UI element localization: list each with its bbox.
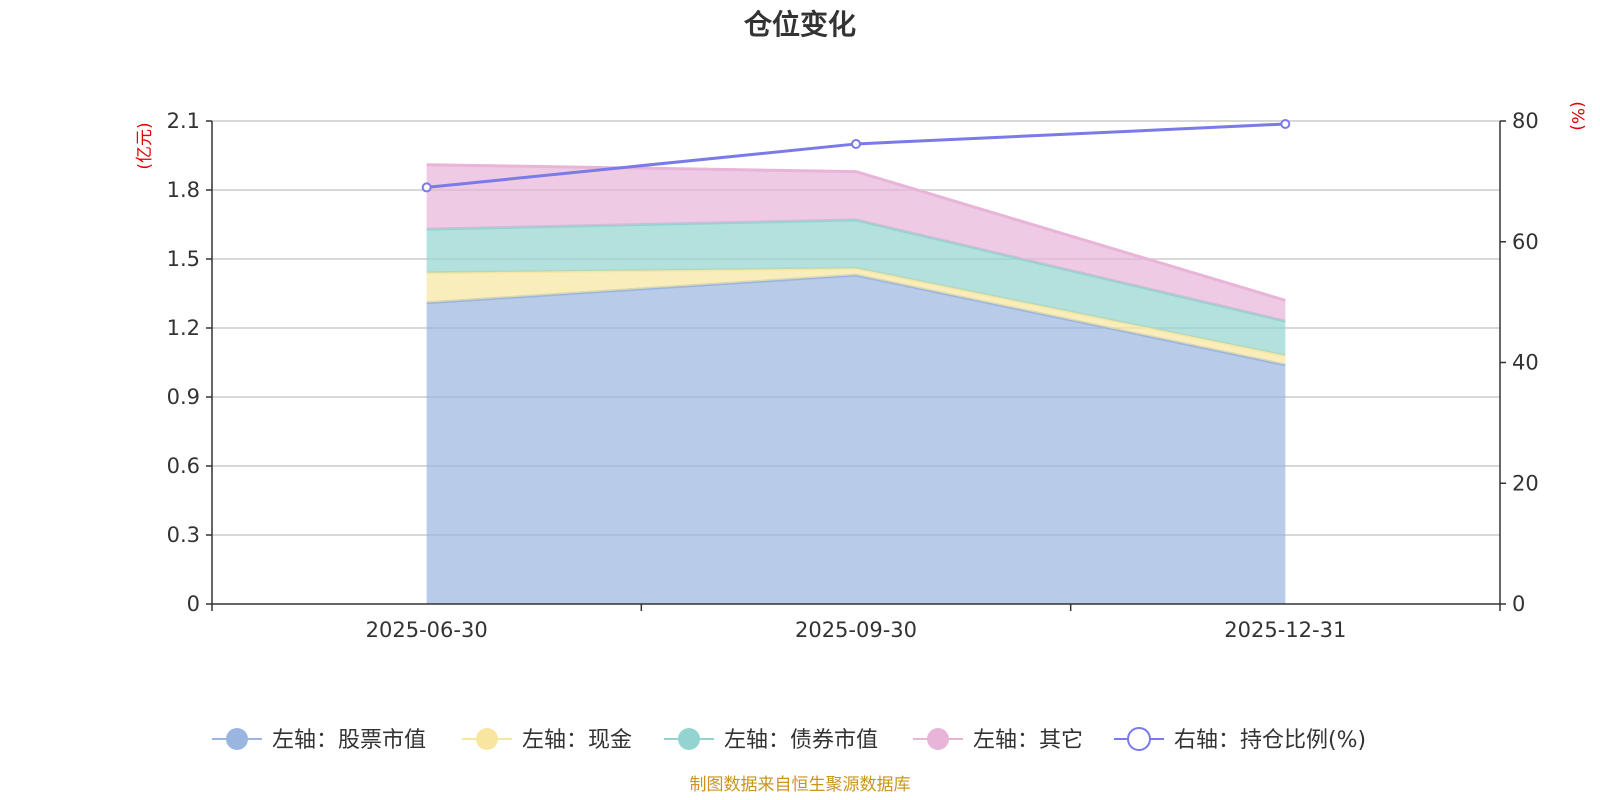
line-series xyxy=(421,119,1291,193)
left-axis-tick-label: 1.2 xyxy=(167,316,200,340)
right-axis-tick-label: 0 xyxy=(1512,592,1525,616)
right-axis-tick-label: 20 xyxy=(1512,471,1539,495)
legend-label: 左轴：其它 xyxy=(973,728,1083,753)
x-axis-tick-label: 2025-12-31 xyxy=(1224,618,1346,642)
area-edge-series-3 xyxy=(426,163,1286,302)
legend-marker xyxy=(1127,727,1151,751)
x-axis-tick-label: 2025-06-30 xyxy=(366,618,488,642)
holding-ratio-point xyxy=(1280,119,1291,130)
legend-item-1[interactable]: 左轴：现金 xyxy=(462,728,632,753)
left-axis-tick-label: 0 xyxy=(187,592,200,616)
left-axis-tick-label: 1.8 xyxy=(167,178,200,202)
legend-label: 左轴：现金 xyxy=(522,728,632,753)
right-axis-tick-label: 60 xyxy=(1512,230,1539,254)
x-axis-tick-label: 2025-09-30 xyxy=(795,618,917,642)
legend-marker xyxy=(476,728,498,750)
area-series xyxy=(426,163,1286,604)
legend-marker xyxy=(226,728,248,750)
legend-item-3[interactable]: 左轴：其它 xyxy=(913,728,1083,753)
axes: 0 0.3 0.6 0.9 1.2 1.5 1.8 2.1 0 20 40 60 80 2025-06-3… xyxy=(167,109,1539,642)
area-fill-series-3 xyxy=(426,164,1286,322)
legend-label: 右轴：持仓比例(%) xyxy=(1174,728,1366,753)
legend: 左轴：股票市值 左轴：现金 左轴：债券市值 左轴：其它 右轴：持仓比例(%) xyxy=(212,727,1366,753)
right-axis-tick-label: 80 xyxy=(1512,109,1539,133)
left-axis-tick-label: 0.9 xyxy=(167,385,200,409)
holding-ratio-point xyxy=(421,182,432,193)
right-axis-tick-label: 40 xyxy=(1512,351,1539,375)
left-axis-tick-label: 0.6 xyxy=(167,454,200,478)
chart-title: 仓位变化 xyxy=(744,8,856,41)
area-fill-series-1 xyxy=(426,268,1286,365)
legend-marker xyxy=(678,728,700,750)
area-fill-series-0 xyxy=(426,275,1286,604)
left-axis-tick-label: 2.1 xyxy=(167,109,200,133)
legend-item-4[interactable]: 右轴：持仓比例(%) xyxy=(1114,727,1366,753)
area-fill-series-2 xyxy=(426,219,1286,356)
right-axis-unit: (%) xyxy=(1567,101,1587,130)
left-axis-tick-label: 0.3 xyxy=(167,523,200,547)
left-axis-tick-label: 1.5 xyxy=(167,247,200,271)
legend-item-2[interactable]: 左轴：债券市值 xyxy=(664,728,878,753)
legend-label: 左轴：股票市值 xyxy=(272,728,426,753)
legend-item-0[interactable]: 左轴：股票市值 xyxy=(212,728,426,753)
legend-label: 左轴：债券市值 xyxy=(724,728,878,753)
holding-ratio-point xyxy=(851,138,861,149)
left-axis-unit: (亿元) xyxy=(135,122,155,169)
legend-marker xyxy=(927,728,949,750)
data-source-note: 制图数据来自恒生聚源数据库 xyxy=(690,775,911,795)
